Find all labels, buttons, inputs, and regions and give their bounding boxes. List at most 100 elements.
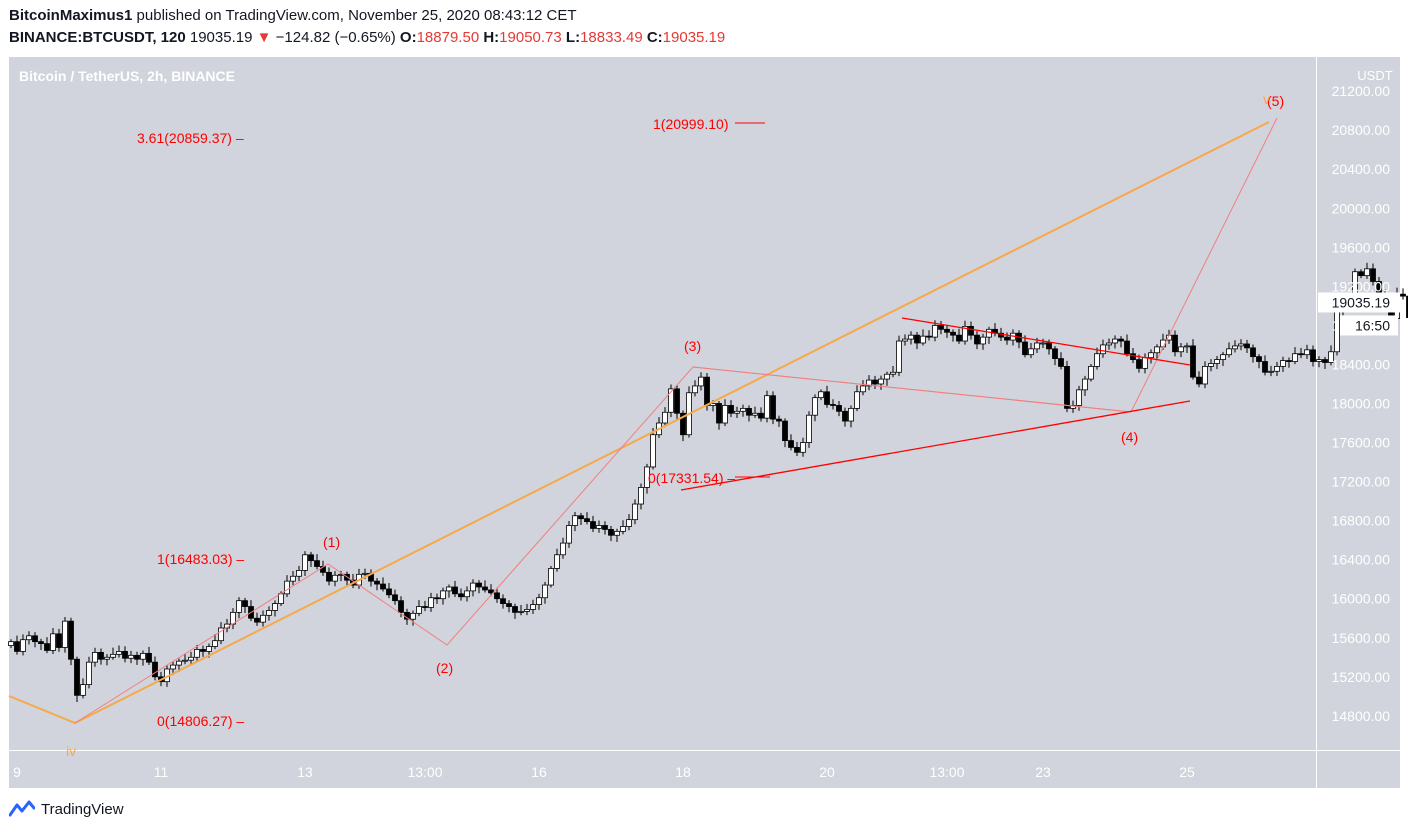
candle-down [200, 649, 206, 652]
candle-up [194, 649, 200, 658]
candle-down [1046, 342, 1052, 350]
candle-down [1052, 348, 1058, 360]
candle-down [134, 654, 140, 660]
price-unit-label: USDT [1357, 68, 1392, 83]
candle-up [1208, 363, 1214, 367]
candle-down [1196, 376, 1202, 385]
candle-up [440, 590, 446, 600]
down-arrow-icon: ▼ [256, 29, 272, 46]
candle-up [650, 434, 656, 468]
candle-down [152, 661, 158, 678]
candle-up [104, 656, 110, 660]
time-tick-label: 13:00 [929, 764, 964, 780]
candle-up [740, 407, 746, 412]
candle-down [1022, 341, 1028, 356]
candle-down [842, 410, 848, 422]
price-tick-label: 17200.00 [1332, 474, 1391, 490]
candle-up [620, 526, 626, 532]
tradingview-footer[interactable]: TradingView [9, 800, 124, 818]
candle-up [722, 405, 728, 424]
candle-up [572, 515, 578, 526]
axis-corner [1317, 751, 1400, 788]
brand-name: TradingView [41, 800, 124, 818]
candle-down [14, 641, 20, 652]
candle-up [1238, 343, 1244, 347]
candle-down [944, 328, 950, 333]
candle-down [374, 580, 380, 585]
candle-up [1076, 389, 1082, 406]
time-tick-label: 25 [1179, 764, 1195, 780]
candle-down [1250, 347, 1256, 358]
candle-down [584, 518, 590, 523]
candle-up [614, 530, 620, 536]
candle-down [1406, 295, 1408, 319]
candle-up [1184, 345, 1190, 348]
x-axis-ticks: 9 11 13 13:00 16 18 20 13:00 23 25 [13, 764, 1195, 780]
candle-up [554, 554, 560, 569]
candle-down [392, 594, 398, 602]
price-tick-label: 20000.00 [1332, 200, 1391, 216]
candle-up [272, 603, 278, 611]
publisher-name[interactable]: BitcoinMaximus1 [9, 7, 133, 24]
candle-down [242, 600, 248, 607]
candle-up [212, 640, 218, 647]
candle-up [1316, 359, 1322, 362]
candle-up [1088, 366, 1094, 380]
candle-down [956, 334, 962, 342]
candle-up [50, 633, 56, 651]
price-tick-label: 16400.00 [1332, 552, 1391, 568]
candle-up [932, 325, 938, 338]
candle-down [98, 651, 104, 660]
candle-down [824, 391, 830, 405]
candle-up [1106, 342, 1112, 346]
candle-up [884, 373, 890, 380]
candle-up [1202, 366, 1208, 385]
candle-up [818, 391, 824, 399]
candle-up [752, 412, 758, 416]
candle-up [1268, 370, 1274, 373]
candle-up [632, 503, 638, 521]
time-axis[interactable] [9, 751, 1316, 788]
candle-down [1400, 293, 1406, 297]
candle-up [1304, 349, 1310, 356]
candle-down [746, 407, 752, 416]
fib-annotation: 0(14806.27) – [157, 713, 244, 729]
candle-up [464, 590, 470, 598]
price-tick-label: 17600.00 [1332, 435, 1391, 451]
candle-up [8, 641, 14, 646]
candle-up [1070, 405, 1076, 409]
candle-up [1094, 353, 1100, 367]
elliott-wave-path [74, 117, 1278, 724]
candle-up [542, 584, 548, 599]
candle-down [608, 529, 614, 536]
candle-up [284, 580, 290, 595]
price-tick-label: 14800.00 [1332, 708, 1391, 724]
current-price-label: 19035.19 [1332, 294, 1391, 310]
candle-down [500, 598, 506, 604]
candle-up [1328, 351, 1334, 363]
candle-up [302, 554, 308, 571]
candle-up [644, 466, 650, 488]
candle-down [1064, 366, 1070, 409]
time-tick-label: 18 [675, 764, 691, 780]
plot-area[interactable] [9, 57, 1316, 750]
price-tick-label: 20800.00 [1332, 122, 1391, 138]
candle-down [458, 593, 464, 598]
price-tick-label: 18000.00 [1332, 396, 1391, 412]
candle-up [1040, 342, 1046, 345]
candle-up [140, 652, 146, 660]
time-tick-label: 23 [1035, 764, 1051, 780]
price-tick-label: 20400.00 [1332, 161, 1391, 177]
time-tick-label: 11 [154, 764, 169, 780]
candle-down [512, 606, 518, 613]
candle-down [32, 635, 38, 643]
candle-up [548, 568, 554, 586]
candle-down [38, 641, 44, 645]
candle-up [800, 442, 806, 453]
price-axis[interactable] [1317, 57, 1400, 750]
fib-annotation: 1(20999.10) [653, 116, 729, 132]
candle-down [1244, 343, 1250, 349]
last-price: 19035.19 [189, 29, 253, 46]
high-label: H: [483, 29, 500, 46]
candle-up [176, 660, 182, 666]
